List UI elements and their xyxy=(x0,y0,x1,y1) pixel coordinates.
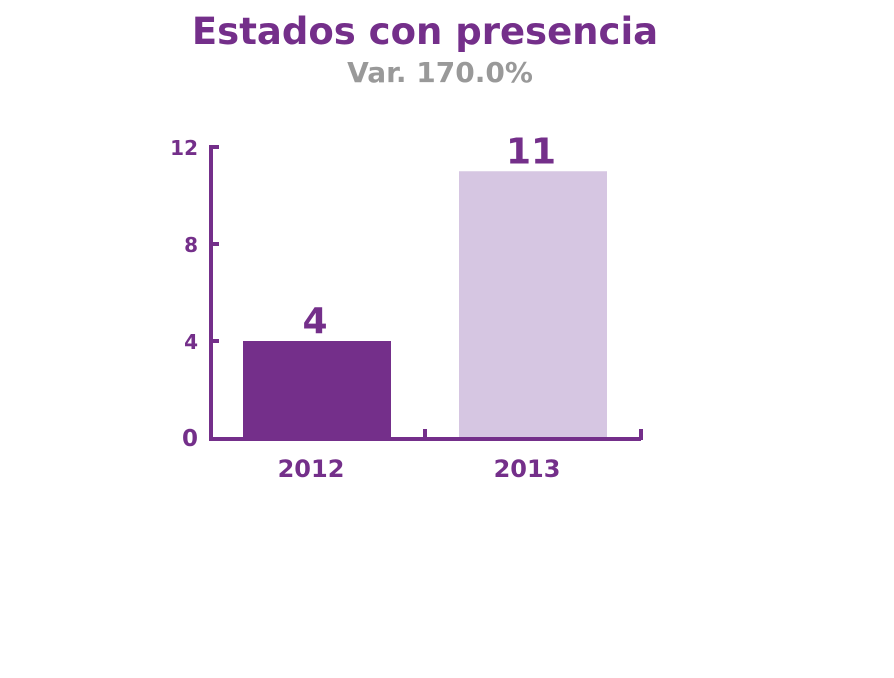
x-tick-label-2012: 2012 xyxy=(278,455,345,483)
bar-2012 xyxy=(243,341,391,438)
y-tick-label-12: 12 xyxy=(170,136,198,160)
chart-title: Estados con presencia xyxy=(191,10,659,53)
chart-subtitle: Var. 170.0% xyxy=(347,56,533,89)
y-tick-label-4: 4 xyxy=(184,330,198,354)
y-tick-label-8: 8 xyxy=(184,233,198,257)
data-label-2012: 4 xyxy=(302,301,327,342)
y-tick-label-0: 0 xyxy=(182,426,198,452)
x-tick-label-2013: 2013 xyxy=(494,455,561,483)
bar-2013 xyxy=(459,171,607,438)
data-label-2013: 11 xyxy=(506,131,556,172)
